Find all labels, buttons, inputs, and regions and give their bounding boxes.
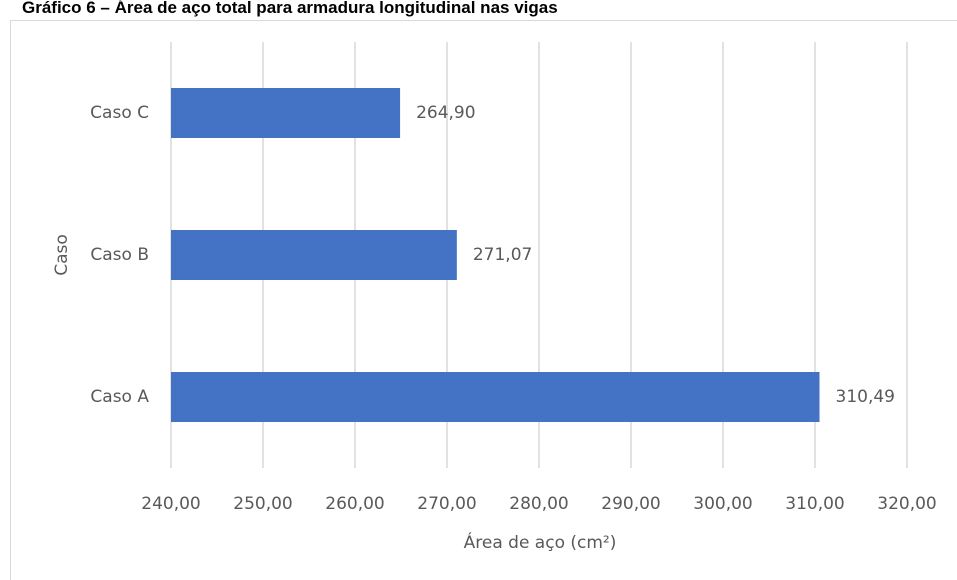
data-label: 271,07 (473, 245, 532, 265)
chart-title: Gráfico 6 – Área de aço total para armad… (22, 0, 558, 17)
x-tick-label: 290,00 (601, 494, 660, 514)
y-tick-label: Caso A (90, 387, 149, 407)
x-tick-label: 320,00 (877, 494, 936, 514)
x-tick-label: 260,00 (325, 494, 384, 514)
y-axis-title: Caso (52, 234, 72, 276)
y-tick-label: Caso C (90, 103, 149, 123)
y-tick-label: Caso B (90, 245, 149, 265)
chart-border (10, 20, 957, 580)
x-axis-title: Área de aço (cm²) (464, 531, 617, 553)
x-tick-label: 250,00 (233, 494, 292, 514)
x-tick-label: 240,00 (141, 494, 200, 514)
data-label: 310,49 (836, 387, 895, 407)
bar (171, 372, 820, 422)
x-tick-label: 270,00 (417, 494, 476, 514)
x-tick-label: 300,00 (693, 494, 752, 514)
x-tick-label: 310,00 (785, 494, 844, 514)
bar (171, 88, 401, 138)
data-label: 264,90 (416, 103, 475, 123)
x-tick-label: 280,00 (509, 494, 568, 514)
bar (171, 230, 457, 280)
